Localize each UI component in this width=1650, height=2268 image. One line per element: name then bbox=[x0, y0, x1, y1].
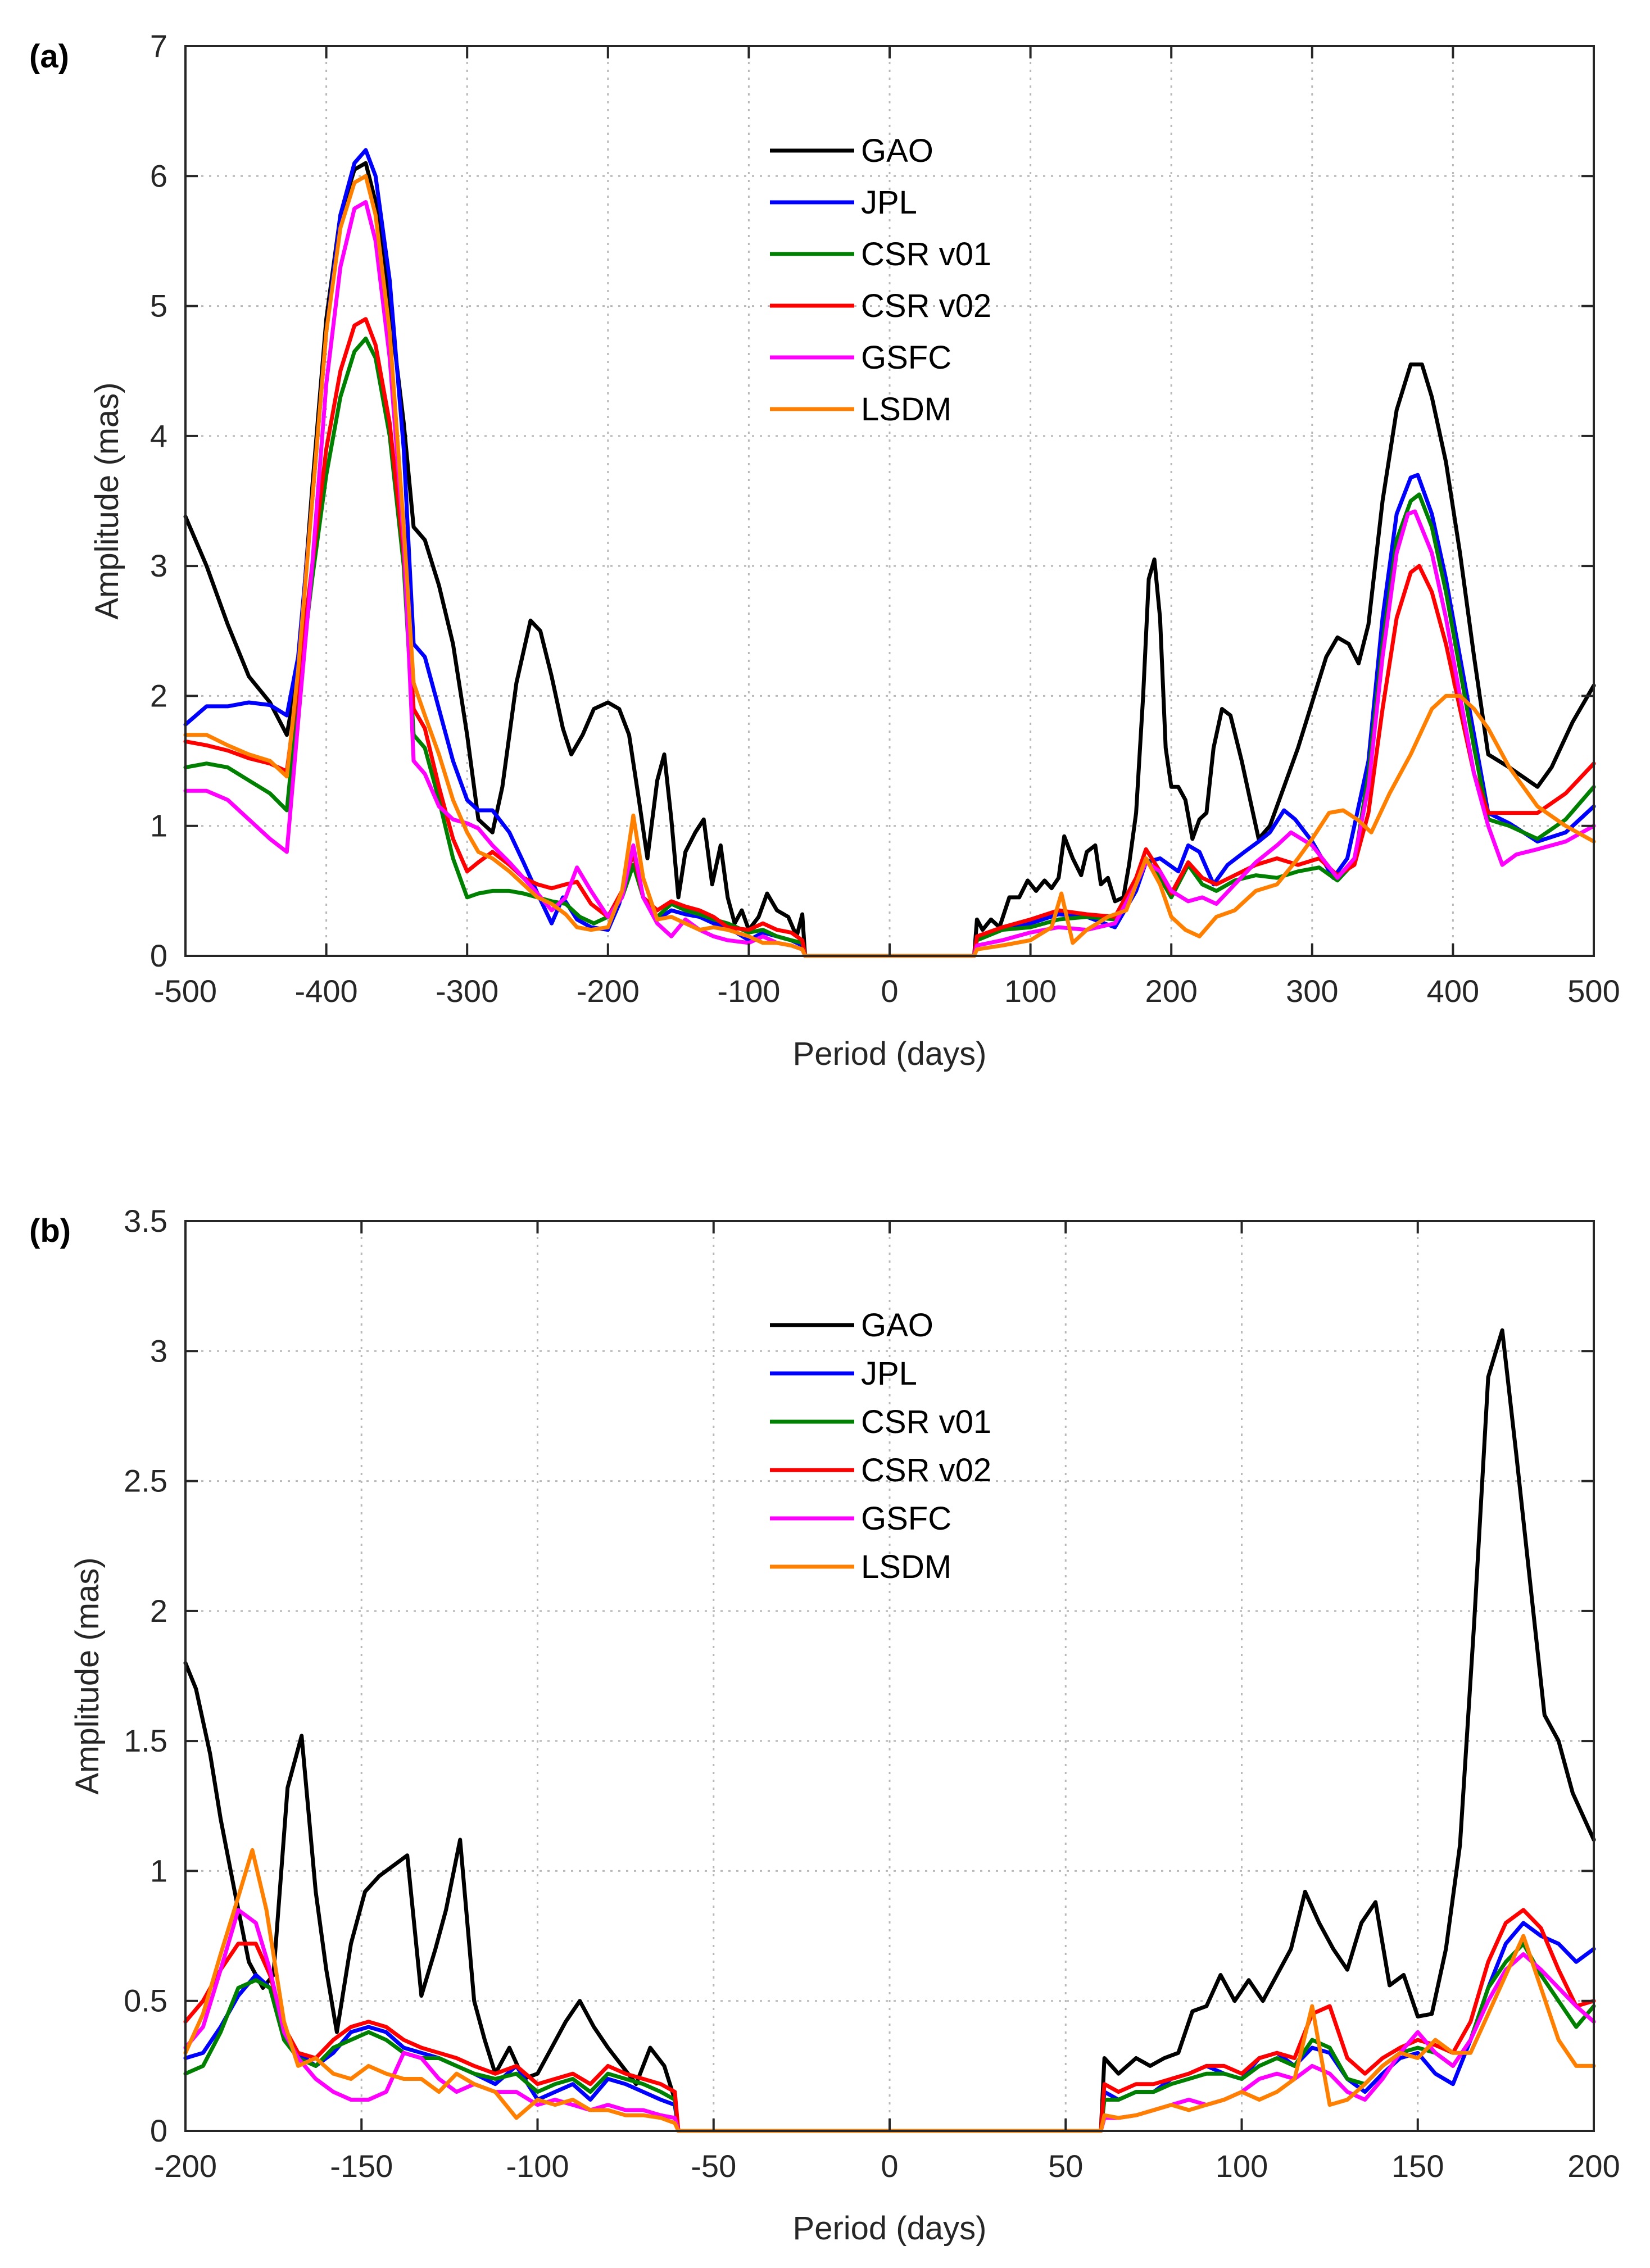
y-tick-label: 7 bbox=[150, 28, 167, 63]
legend-label: JPL bbox=[861, 184, 917, 221]
x-tick-label: -100 bbox=[717, 973, 780, 1009]
x-tick-label: 400 bbox=[1427, 973, 1479, 1009]
y-tick-label: 6 bbox=[150, 158, 167, 193]
x-tick-label: -400 bbox=[295, 973, 358, 1009]
legend: GAO JPL CSR v01 CSR v02 GSFC LSDM bbox=[770, 133, 991, 428]
x-tick-label: -200 bbox=[577, 973, 640, 1009]
y-tick-label: 1 bbox=[150, 808, 167, 843]
legend-label: CSR v01 bbox=[861, 236, 991, 273]
legend-label: GSFC bbox=[861, 1500, 951, 1537]
x-tick-label: 100 bbox=[1216, 2148, 1268, 2184]
x-tick-label: 150 bbox=[1391, 2148, 1444, 2184]
y-tick-label: 1 bbox=[150, 1853, 167, 1888]
y-tick-label: 0 bbox=[150, 2113, 167, 2148]
y-tick-label: 4 bbox=[150, 418, 167, 453]
y-tick-label: 0 bbox=[150, 938, 167, 973]
x-tick-label: -100 bbox=[506, 2148, 569, 2184]
panel-a: -500 -400 -300 -200 -100 0 100 200 300 400 500 0 1 2 3… bbox=[29, 28, 1620, 1072]
x-tick-label: -500 bbox=[154, 973, 217, 1009]
y-tick-label: 0.5 bbox=[124, 1983, 167, 2018]
x-tick-label: 200 bbox=[1567, 2148, 1620, 2184]
x-tick-label: -150 bbox=[330, 2148, 393, 2184]
legend-label: LSDM bbox=[861, 391, 951, 428]
y-tick-label: 2.5 bbox=[124, 1463, 167, 1499]
legend-label: GAO bbox=[861, 1307, 933, 1344]
legend-label: CSR v02 bbox=[861, 1452, 991, 1489]
y-tick-label: 3.5 bbox=[124, 1203, 167, 1239]
legend-label: GSFC bbox=[861, 339, 951, 376]
grid bbox=[185, 1221, 1594, 2131]
series-group bbox=[183, 148, 1596, 958]
y-tick-label: 2 bbox=[150, 1593, 167, 1629]
x-tick-label: -50 bbox=[691, 2148, 736, 2184]
y-axis-label: Amplitude (mas) bbox=[69, 1557, 106, 1794]
x-tick-label: 200 bbox=[1145, 973, 1197, 1009]
x-tick-label: 500 bbox=[1567, 973, 1620, 1009]
panel-label: (a) bbox=[29, 38, 69, 75]
legend-label: CSR v02 bbox=[861, 288, 991, 324]
x-tick-label: 300 bbox=[1286, 973, 1338, 1009]
x-tick-label: -200 bbox=[154, 2148, 217, 2184]
x-tick-label: 0 bbox=[881, 973, 898, 1009]
legend-label: GAO bbox=[861, 133, 933, 169]
series-line-gao bbox=[183, 161, 1596, 958]
panel-label: (b) bbox=[29, 1213, 71, 1249]
panel-b: -200 -150 -100 -50 0 50 100 150 200 0 0.5 1 1.5 2 2.5 3… bbox=[29, 1203, 1620, 2247]
x-tick-label: 0 bbox=[881, 2148, 898, 2184]
series-line-csr-v02 bbox=[183, 317, 1596, 958]
y-tick-label: 3 bbox=[150, 1333, 167, 1368]
y-tick-label: 5 bbox=[150, 288, 167, 324]
y-tick-label: 1.5 bbox=[124, 1723, 167, 1758]
legend-label: LSDM bbox=[861, 1549, 951, 1585]
x-tick-label: -300 bbox=[436, 973, 498, 1009]
y-tick-label: 3 bbox=[150, 548, 167, 583]
legend-label: JPL bbox=[861, 1355, 917, 1392]
series-line-lsdm bbox=[183, 174, 1596, 958]
legend: GAO JPL CSR v01 CSR v02 GSFC LSDM bbox=[770, 1307, 991, 1585]
y-axis-label: Amplitude (mas) bbox=[89, 382, 125, 619]
x-axis-label: Period (days) bbox=[793, 2210, 987, 2247]
y-tick-label: 2 bbox=[150, 678, 167, 713]
legend-label: CSR v01 bbox=[861, 1404, 991, 1440]
x-tick-label: 100 bbox=[1004, 973, 1057, 1009]
x-axis-label: Period (days) bbox=[793, 1036, 987, 1072]
x-tick-label: 50 bbox=[1048, 2148, 1083, 2184]
